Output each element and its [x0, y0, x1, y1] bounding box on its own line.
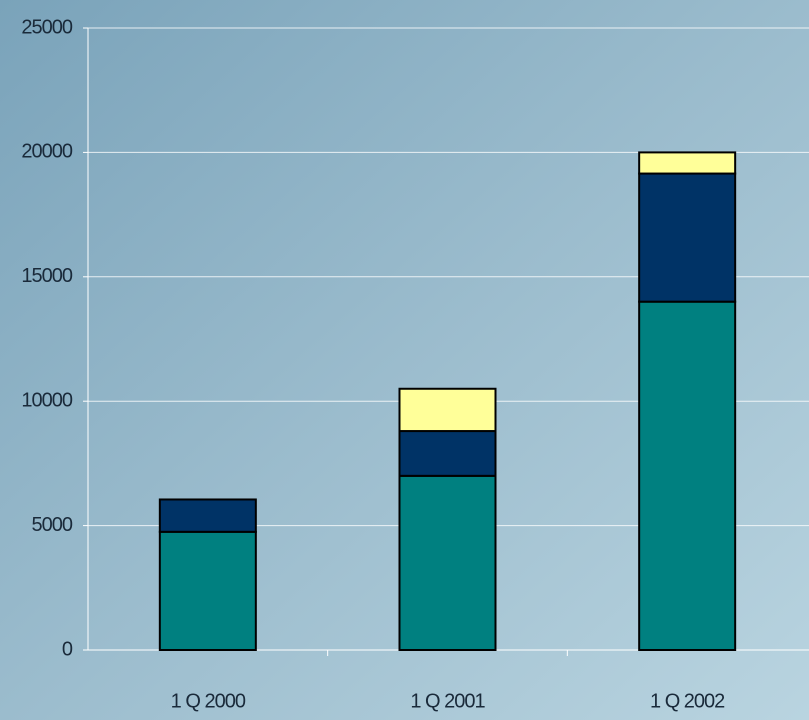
- y-tick-label: 10000: [21, 389, 72, 411]
- y-tick-label: 5000: [32, 514, 73, 536]
- bar-segment: [160, 532, 256, 650]
- x-tick-label: 1 Q 2000: [171, 690, 246, 712]
- y-tick-label: 0: [62, 638, 73, 660]
- bar-segment: [160, 499, 256, 531]
- bar-segment: [400, 476, 496, 650]
- bar-segment: [639, 302, 735, 650]
- y-tick-label: 15000: [21, 265, 72, 287]
- x-tick-label: 1 Q 2002: [650, 690, 725, 712]
- bar-segment: [400, 431, 496, 476]
- y-tick-label: 20000: [21, 141, 72, 163]
- bar-segment: [639, 152, 735, 173]
- y-tick-label: 25000: [21, 16, 72, 38]
- bar-segment: [639, 174, 735, 302]
- bar-segment: [400, 389, 496, 431]
- x-tick-label: 1 Q 2001: [410, 690, 485, 712]
- chart: 0 5000 10000 15000 20000 25000 1 Q 2000 1 Q 200…: [0, 0, 809, 720]
